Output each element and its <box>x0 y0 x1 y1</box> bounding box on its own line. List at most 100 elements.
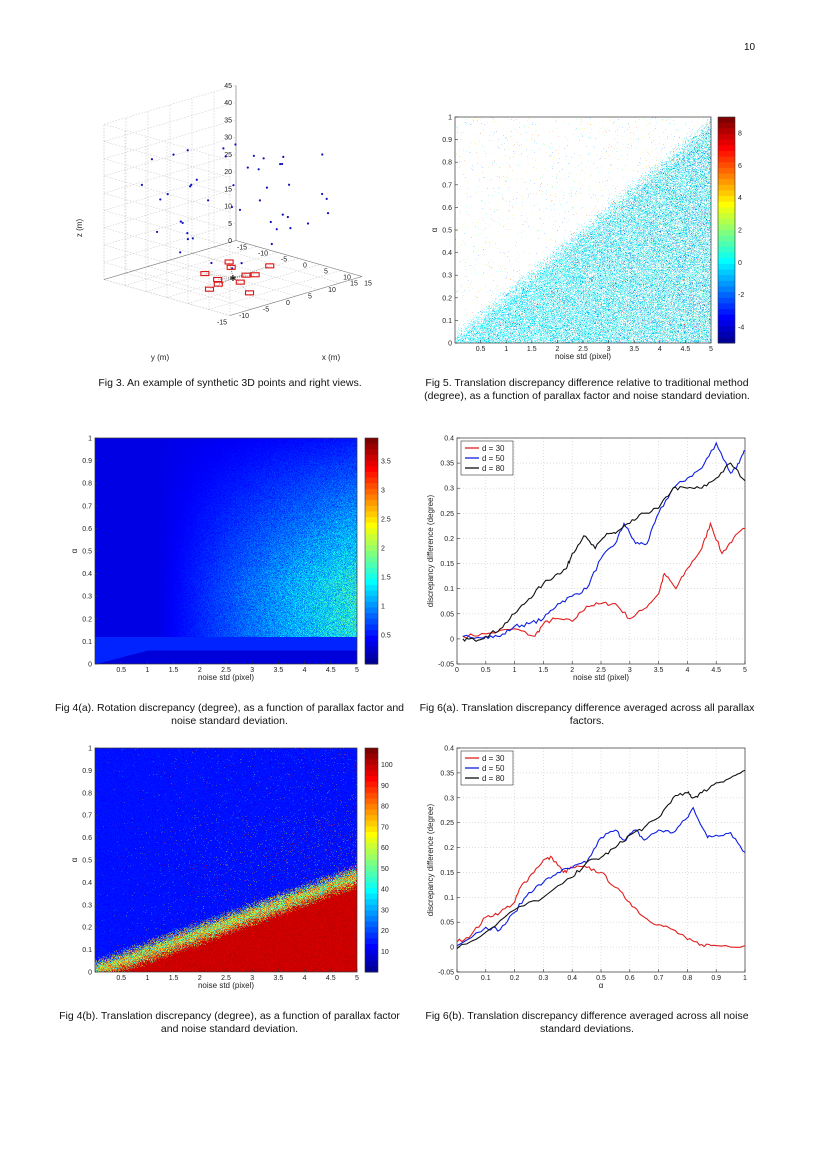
fig5-colorbar-tick: -2 <box>738 292 744 299</box>
fig3-view-ray <box>204 273 234 279</box>
fig4a-colorbar-cell <box>365 517 378 524</box>
fig3-point <box>230 205 234 209</box>
fig4b-colorbar-tick: 50 <box>381 866 389 873</box>
fig5-xtick-label: 4 <box>658 346 662 353</box>
fig5-colorbar-cell <box>718 230 735 237</box>
fig4a-xtick-label: 2.5 <box>221 667 231 674</box>
fig6b-ytick-label: 0.15 <box>440 870 454 877</box>
fig4a-plot-frame <box>94 437 358 665</box>
fig4a-ytick-label: 0.3 <box>82 594 92 601</box>
fig4a-colorbar-cell <box>365 449 378 456</box>
fig4a-heatmap <box>95 438 357 664</box>
fig5-colorbar-cell <box>718 207 735 214</box>
fig4a-colorbar-cell <box>365 539 378 546</box>
fig3-caption: Fig 3. An example of synthetic 3D points… <box>98 377 362 389</box>
fig4b-xtick-label: 0.5 <box>116 975 126 982</box>
fig4b-ytick-label: 0.5 <box>82 858 92 865</box>
fig4b-caption: Fig 4(b). Translation discrepancy (degre… <box>59 1010 400 1035</box>
fig4b-colorbar-tick: 20 <box>381 928 389 935</box>
fig5-colorbar-cell <box>718 314 735 321</box>
fig4a-ytick-label: 0.6 <box>82 526 92 533</box>
fig5-colorbar-cell <box>718 201 735 208</box>
fig5-colorbar-cell <box>718 196 735 203</box>
fig5-colorbar-cell <box>718 162 735 169</box>
fig5-xtick-label: 0.5 <box>476 346 486 353</box>
fig4b-colorbar-cell <box>365 899 378 906</box>
fig4a-colorbar-cell <box>365 596 378 603</box>
fig4b-colorbar-cell <box>365 854 378 861</box>
fig3-camera-marker <box>213 281 223 287</box>
fig5-xtick-label: 1 <box>504 346 508 353</box>
fig3-point <box>179 251 182 254</box>
fig3-ztick-label: 20 <box>224 169 232 176</box>
fig4a-colorbar-tick: 3.5 <box>381 459 391 466</box>
fig3-point <box>222 147 225 150</box>
fig6a-xtick-label: 3 <box>628 667 632 674</box>
fig3-point <box>186 232 189 235</box>
fig6a-ytick-label: 0.25 <box>440 511 454 518</box>
fig5-colorbar-cell <box>718 139 735 146</box>
fig5-colorbar-cell <box>718 280 735 287</box>
fig3-point <box>321 153 324 156</box>
fig4a-colorbar-tick: 2 <box>381 546 385 553</box>
fig3-point <box>181 221 184 225</box>
fig6b-xtick-label: 0.8 <box>683 975 693 982</box>
fig4a-colorbar-tick: 3 <box>381 488 385 495</box>
fig3-point <box>252 154 255 157</box>
fig6b-ytick-label: -0.05 <box>438 970 454 977</box>
fig3-view-ray <box>232 274 247 279</box>
fig4a-colorbar-cell <box>365 466 378 473</box>
fig4b-xtick-label: 3 <box>250 975 254 982</box>
fig6a-xtick-label: 1.5 <box>539 667 549 674</box>
fig5-plot-frame <box>454 116 712 344</box>
fig3-grid <box>103 188 237 229</box>
fig5-colorbar-cell <box>718 337 735 344</box>
fig4b-ytick-label: 0.8 <box>82 790 92 797</box>
fig4a-colorbar-cell <box>365 567 378 575</box>
fig5-xtick-label: 5 <box>709 346 713 353</box>
fig5-colorbar-tick: 8 <box>738 131 742 138</box>
fig3-ztick-label: 35 <box>224 117 232 124</box>
fig4b-colorbar-cell <box>365 910 378 917</box>
fig4a-colorbar-cell <box>365 607 378 614</box>
fig4a-colorbar-cell <box>365 488 378 495</box>
fig3-grid <box>103 279 231 316</box>
fig4b-colorbar-cell <box>365 865 378 872</box>
fig3-ztick-label: 15 <box>224 186 232 193</box>
fig4b-colorbar-cell <box>365 876 378 883</box>
fig5-ytick-label: 0.2 <box>442 295 452 302</box>
fig4b-colorbar-tick: 80 <box>381 804 389 811</box>
fig4a-xtick-label: 1.5 <box>169 667 179 674</box>
fig4a-xtick-label: 3.5 <box>274 667 284 674</box>
fig6b-xtick-label: 0 <box>455 975 459 982</box>
fig4a-colorbar-cell <box>365 635 378 642</box>
fig5-colorbar-cell <box>718 326 735 333</box>
fig6a-legend-label: d = 50 <box>482 454 505 463</box>
fig3-xtick-label: -5 <box>281 257 287 264</box>
fig3-grid <box>103 171 237 211</box>
fig4a-colorbar-cell <box>365 551 378 558</box>
fig3-origin-star-icon: ✱ <box>230 274 237 283</box>
fig5-ytick-label: 0 <box>448 341 452 348</box>
fig4a-colorbar-tick: 1 <box>381 604 385 611</box>
fig4b-colorbar-cell <box>365 804 378 811</box>
fig4a-colorbar-cell <box>365 652 378 659</box>
fig5-ytick-label: 0.5 <box>442 228 452 235</box>
fig4b-colorbar-cell <box>365 832 378 839</box>
fig6a-xtick-label: 0.5 <box>481 667 491 674</box>
fig4b-colorbar-cell <box>365 916 378 923</box>
fig4b-xtick-label: 2.5 <box>221 975 231 982</box>
fig3-ytick-label: -10 <box>239 313 249 320</box>
fig5-xlabel: noise std (pixel) <box>555 352 611 361</box>
fig3-camera-marker <box>224 259 234 265</box>
fig3-point <box>280 162 284 166</box>
fig6b-xtick-label: 0.6 <box>625 975 635 982</box>
fig3-grid <box>125 272 253 310</box>
fig5-xtick-label: 2.5 <box>578 346 588 353</box>
fig6b-ytick-label: 0.3 <box>444 795 454 802</box>
fig6a-xtick-label: 3.5 <box>654 667 664 674</box>
fig4b-colorbar-tick: 100 <box>381 762 393 769</box>
fig6b-ytick-label: 0.1 <box>444 895 454 902</box>
fig5-colorbar-cell <box>718 179 735 186</box>
fig3-point <box>306 222 310 225</box>
